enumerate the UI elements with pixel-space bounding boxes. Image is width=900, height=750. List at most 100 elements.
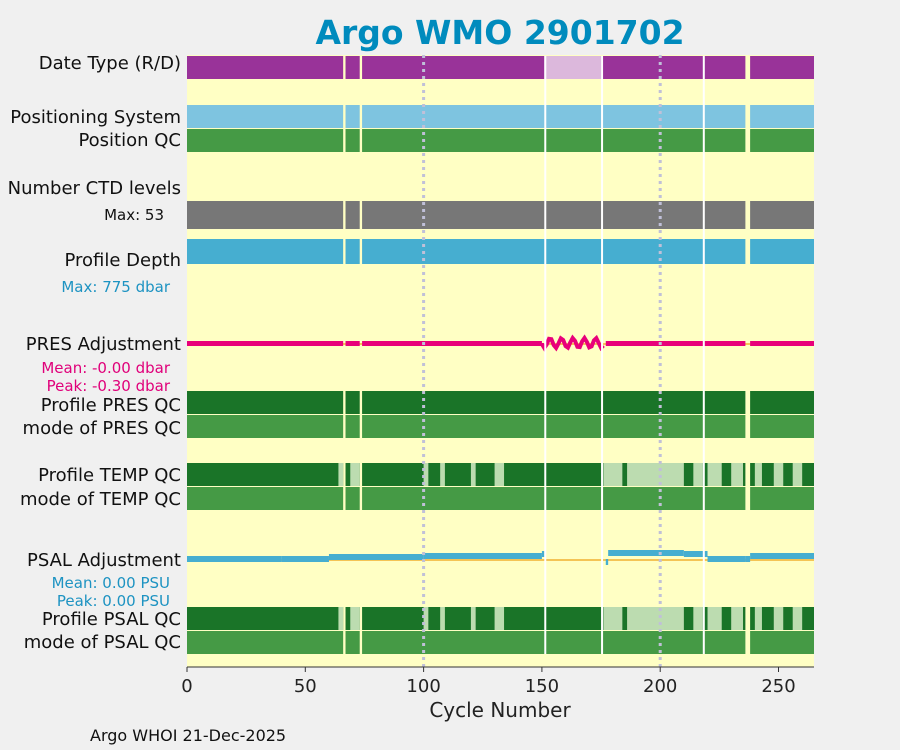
psal-adj-segment <box>750 553 814 559</box>
qc-light-block <box>603 463 623 486</box>
qc-light-block <box>731 607 744 630</box>
row-bar <box>187 463 344 486</box>
row-label: mode of PSAL QC <box>24 632 181 653</box>
qc-light-block <box>423 607 429 630</box>
row-label: Number CTD levels <box>8 178 181 199</box>
row-bar <box>345 201 360 229</box>
row-bar <box>187 239 344 264</box>
qc-light-block <box>627 463 684 486</box>
qc-light-block <box>707 607 722 630</box>
row-bar <box>362 239 746 264</box>
psal-adj-segment <box>328 554 424 560</box>
qc-light-block <box>792 463 803 486</box>
row-bar <box>750 391 814 414</box>
qc-light-block <box>693 463 703 486</box>
row-bar <box>362 129 746 152</box>
row-bar <box>362 607 746 630</box>
row-bar <box>187 391 344 414</box>
row-bar <box>345 129 360 152</box>
row-labels: Date Type (R/D) Positioning SystemPositio… <box>8 53 181 653</box>
row-label: Date Type (R/D) <box>39 53 181 74</box>
row-bar <box>362 201 746 229</box>
qc-light-block <box>603 607 623 630</box>
row-bar <box>345 631 360 654</box>
qc-light-block <box>350 463 360 486</box>
row-mean: Mean: 0.00 PSU <box>52 574 170 592</box>
pres-adj-segment <box>605 341 746 346</box>
row-bar <box>345 239 360 264</box>
qc-light-block <box>792 607 803 630</box>
qc-light-block <box>423 463 429 486</box>
row-bar <box>345 487 360 510</box>
qc-light-block <box>470 607 476 630</box>
x-tick-label: 200 <box>643 676 677 697</box>
qc-light-block <box>470 463 476 486</box>
plot-area <box>187 55 814 667</box>
row-bar <box>187 487 344 510</box>
row-label: Profile TEMP QC <box>38 465 181 486</box>
x-tick-label: 100 <box>406 676 440 697</box>
psal-adj-segment <box>683 551 708 557</box>
pres-adj-segment <box>362 341 542 346</box>
qc-light-block <box>707 463 722 486</box>
row-note: Max: 53 <box>104 206 164 224</box>
row-bar <box>362 487 746 510</box>
chart-title: Argo WMO 2901702 <box>315 13 684 52</box>
psal-adj-segment <box>541 551 545 557</box>
row-peak: Peak: 0.00 PSU <box>57 592 170 610</box>
row-bar <box>187 631 344 654</box>
row-bar <box>345 415 360 438</box>
row-bar <box>750 487 814 510</box>
row-bar <box>187 105 344 128</box>
pres-adj-segment <box>187 341 344 346</box>
row-bar <box>750 56 814 79</box>
row-bar <box>750 129 814 152</box>
row-bar <box>750 631 814 654</box>
psal-adj-segment <box>187 556 282 562</box>
psal-adj-segment <box>423 553 542 559</box>
row-label: Profile PRES QC <box>41 395 181 416</box>
row-bar <box>750 415 814 438</box>
row-label: Position QC <box>78 130 181 151</box>
row-label: mode of PRES QC <box>23 418 181 439</box>
pres-adj-wiggle <box>539 334 605 352</box>
row-peak: Peak: -0.30 dbar <box>47 377 171 395</box>
pres-adj-segment <box>750 341 814 346</box>
qc-light-block <box>731 463 744 486</box>
row-bar <box>187 415 344 438</box>
qc-light-block <box>338 607 344 630</box>
row-label: Positioning System <box>10 107 181 128</box>
psal-adj-segment <box>608 550 684 556</box>
row-bar <box>187 201 344 229</box>
cycle-gap-line <box>702 56 705 654</box>
x-axis: 0 50 100 150 200 250 <box>181 666 814 697</box>
row-label: mode of TEMP QC <box>20 489 181 510</box>
row-label: Profile PSAL QC <box>42 609 181 630</box>
qc-light-block <box>494 607 505 630</box>
row-bar <box>345 56 360 79</box>
psal-adj-segment <box>605 559 609 565</box>
row-bar <box>362 631 746 654</box>
qc-light-block <box>440 607 445 630</box>
row-bar <box>345 391 360 414</box>
footer-credit: Argo WHOI 21-Dec-2025 <box>90 726 286 745</box>
row-bar <box>750 201 814 229</box>
row-bar <box>750 105 814 128</box>
row-label: PSAL Adjustment <box>27 550 181 571</box>
row-bar <box>187 56 344 79</box>
psal-adj-segment <box>281 556 329 562</box>
qc-light-block <box>338 463 344 486</box>
qc-light-block <box>754 607 762 630</box>
row-label: Profile Depth <box>64 250 181 271</box>
row-bar <box>750 239 814 264</box>
qc-light-block <box>627 607 684 630</box>
x-axis-label: Cycle Number <box>429 698 571 722</box>
row-bar <box>187 607 344 630</box>
x-tick-label: 0 <box>181 676 192 697</box>
row-bar <box>345 105 360 128</box>
row-bar <box>362 105 746 128</box>
psal-adj-segment <box>707 556 746 562</box>
x-tick-label: 50 <box>294 676 317 697</box>
qc-light-block <box>773 463 784 486</box>
